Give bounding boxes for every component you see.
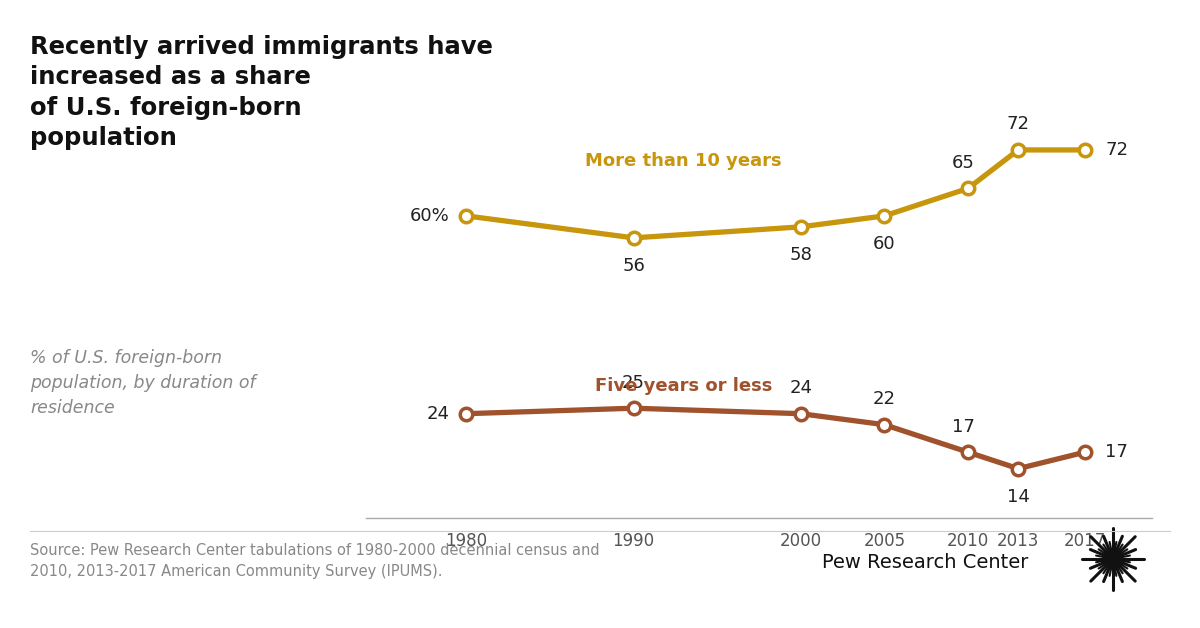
Text: 72: 72 <box>1007 116 1030 133</box>
Text: 60: 60 <box>874 235 895 253</box>
Text: Five years or less: Five years or less <box>595 377 773 395</box>
Text: 17: 17 <box>1105 443 1128 461</box>
Text: Recently arrived immigrants have
increased as a share
of U.S. foreign-born
popul: Recently arrived immigrants have increas… <box>30 35 493 151</box>
Text: Source: Pew Research Center tabulations of 1980-2000 decennial census and
2010, : Source: Pew Research Center tabulations … <box>30 543 600 579</box>
Text: 24: 24 <box>427 404 450 423</box>
Text: 60%: 60% <box>410 207 450 225</box>
Text: 14: 14 <box>1007 488 1030 506</box>
Text: 65: 65 <box>952 154 974 172</box>
Text: 22: 22 <box>872 390 896 408</box>
Text: 17: 17 <box>952 418 974 436</box>
Text: 72: 72 <box>1105 141 1128 159</box>
Text: % of U.S. foreign-born
population, by duration of
residence: % of U.S. foreign-born population, by du… <box>30 349 256 416</box>
Text: 25: 25 <box>622 374 646 392</box>
Text: 58: 58 <box>790 246 812 264</box>
Text: Pew Research Center: Pew Research Center <box>822 553 1028 571</box>
Text: 56: 56 <box>622 257 646 275</box>
Text: More than 10 years: More than 10 years <box>586 152 782 170</box>
Text: 24: 24 <box>790 379 812 397</box>
